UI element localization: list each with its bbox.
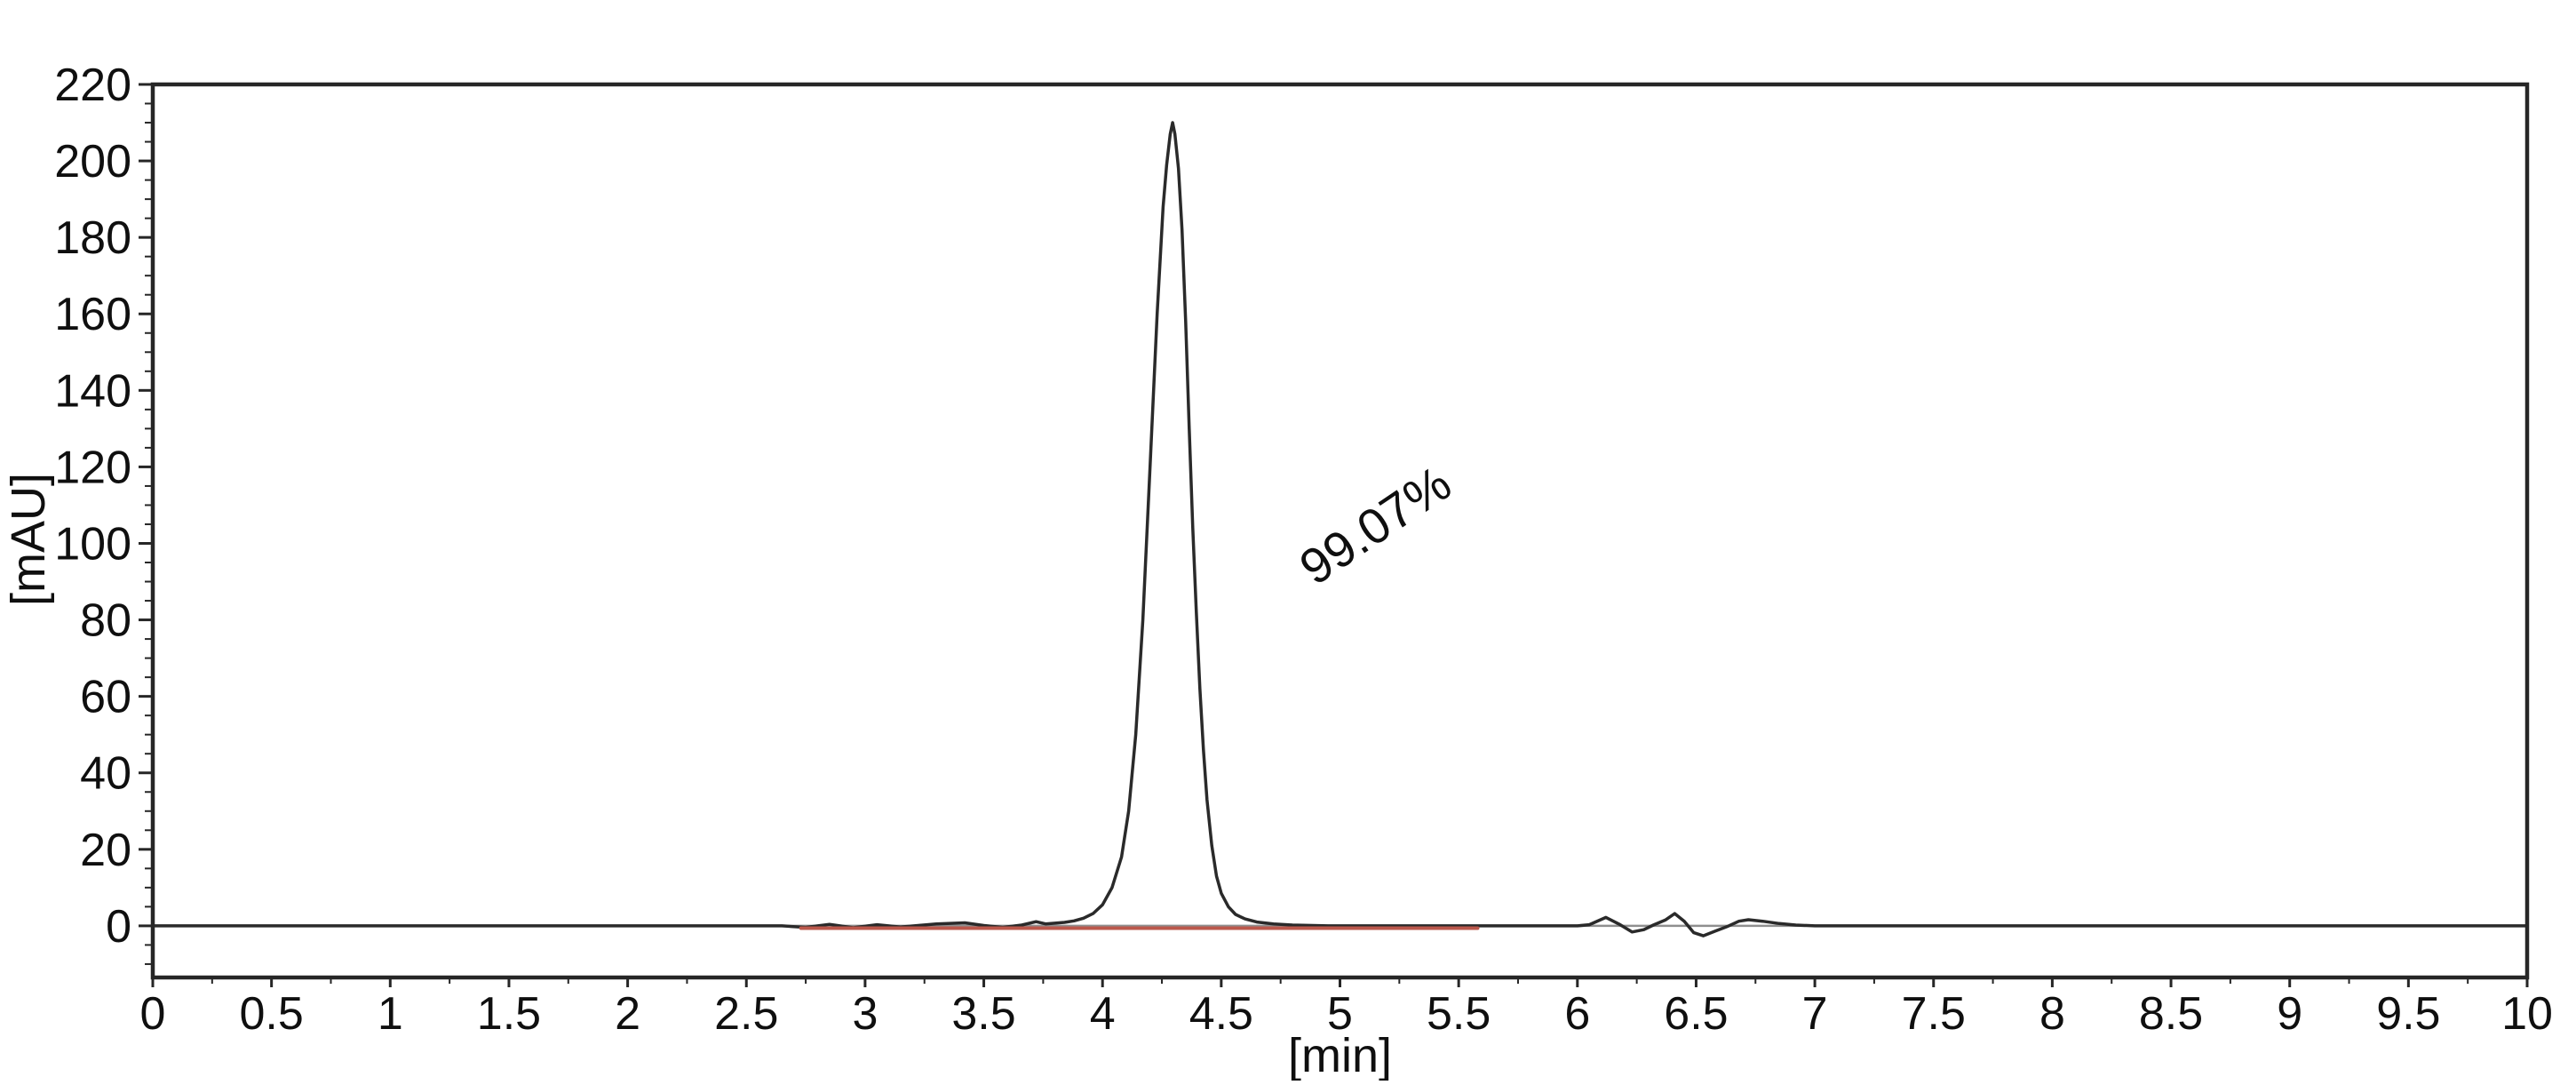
y-tick-label: 20: [80, 825, 131, 876]
y-tick-label: 100: [54, 518, 131, 570]
x-tick-label: 7.5: [1902, 988, 1966, 1040]
x-tick-label: 7: [1802, 988, 1828, 1040]
x-tick-label: 1: [378, 988, 403, 1040]
x-tick-label: 9.5: [2376, 988, 2440, 1040]
x-axis-title: [min]: [1288, 1029, 1392, 1081]
y-tick-label: 80: [80, 595, 131, 647]
x-tick-label: 4: [1090, 988, 1116, 1040]
x-tick-label: 3.5: [951, 988, 1015, 1040]
y-tick-label: 60: [80, 672, 131, 723]
y-tick-label: 40: [80, 748, 131, 800]
x-tick-label: 2: [615, 988, 640, 1040]
y-tick-label: 160: [54, 289, 131, 340]
x-tick-label: 5.5: [1427, 988, 1491, 1040]
x-tick-label: 6: [1564, 988, 1590, 1040]
x-tick-label: 8: [2039, 988, 2065, 1040]
x-tick-label: 10: [2501, 988, 2553, 1040]
tick-label-layer: 0 0.5 1 1.5 2 2.5 3 3.5 4 4.5 5 5.5 6 6.5 7 7.5 8 8.5 9 9.5…: [54, 60, 2553, 1040]
y-tick-label: 140: [54, 365, 131, 417]
x-tick-label: 0: [140, 988, 166, 1040]
y-axis-title: [mAU]: [2, 473, 55, 606]
y-tick-label: 220: [54, 60, 131, 111]
peak-purity-annotation: 99.07%: [1290, 455, 1461, 595]
x-tick-label: 3: [852, 988, 878, 1040]
x-tick-label: 1.5: [477, 988, 541, 1040]
x-tick-label: 8.5: [2139, 988, 2203, 1040]
y-tick-label: 200: [54, 136, 131, 187]
trace-layer: [151, 121, 2529, 937]
x-tick-label: 6.5: [1664, 988, 1728, 1040]
y-tick-label: 0: [106, 901, 131, 953]
x-tick-label: 0.5: [240, 988, 304, 1040]
detector-signal-path: [151, 121, 2529, 937]
tick-layer: [139, 83, 2529, 987]
y-tick-label: 180: [54, 212, 131, 264]
x-tick-label: 5: [1327, 988, 1353, 1040]
x-tick-label: 4.5: [1189, 988, 1253, 1040]
x-tick-label: 9: [2277, 988, 2302, 1040]
y-tick-label: 120: [54, 442, 131, 493]
x-tick-label: 2.5: [714, 988, 778, 1040]
